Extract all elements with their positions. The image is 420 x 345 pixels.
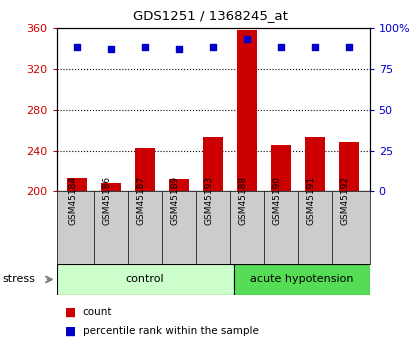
Text: GSM45188: GSM45188	[238, 176, 247, 225]
Text: count: count	[83, 307, 112, 317]
Bar	[305, 137, 326, 191]
Bar	[57, 264, 234, 295]
Text: control: control	[126, 275, 165, 284]
Text: ■: ■	[65, 306, 76, 319]
Point	[108, 46, 115, 52]
Text: GSM45187: GSM45187	[136, 176, 145, 225]
Bar	[203, 137, 223, 191]
Point	[312, 45, 318, 50]
Point	[176, 46, 183, 52]
Point	[346, 45, 352, 50]
Text: GSM45189: GSM45189	[170, 176, 179, 225]
Text: GDS1251 / 1368245_at: GDS1251 / 1368245_at	[133, 9, 287, 22]
Bar	[101, 183, 121, 191]
Bar	[339, 142, 360, 191]
Text: GSM45190: GSM45190	[272, 176, 281, 225]
Point	[244, 36, 250, 42]
Bar	[135, 148, 155, 191]
Text: acute hypotension: acute hypotension	[250, 275, 353, 284]
Text: GSM45192: GSM45192	[340, 176, 349, 225]
Point	[210, 45, 217, 50]
Text: percentile rank within the sample: percentile rank within the sample	[83, 326, 259, 336]
Text: GSM45186: GSM45186	[102, 176, 111, 225]
Point	[278, 45, 284, 50]
Bar	[271, 145, 291, 191]
Text: GSM45184: GSM45184	[68, 176, 77, 225]
Bar	[234, 264, 370, 295]
Point	[74, 45, 81, 50]
Text: GSM45191: GSM45191	[306, 176, 315, 225]
Text: ■: ■	[65, 325, 76, 338]
Bar	[237, 30, 257, 191]
Text: GSM45193: GSM45193	[204, 176, 213, 225]
Bar	[169, 179, 189, 191]
Bar	[67, 178, 87, 191]
Point	[142, 45, 149, 50]
Text: stress: stress	[2, 275, 35, 284]
